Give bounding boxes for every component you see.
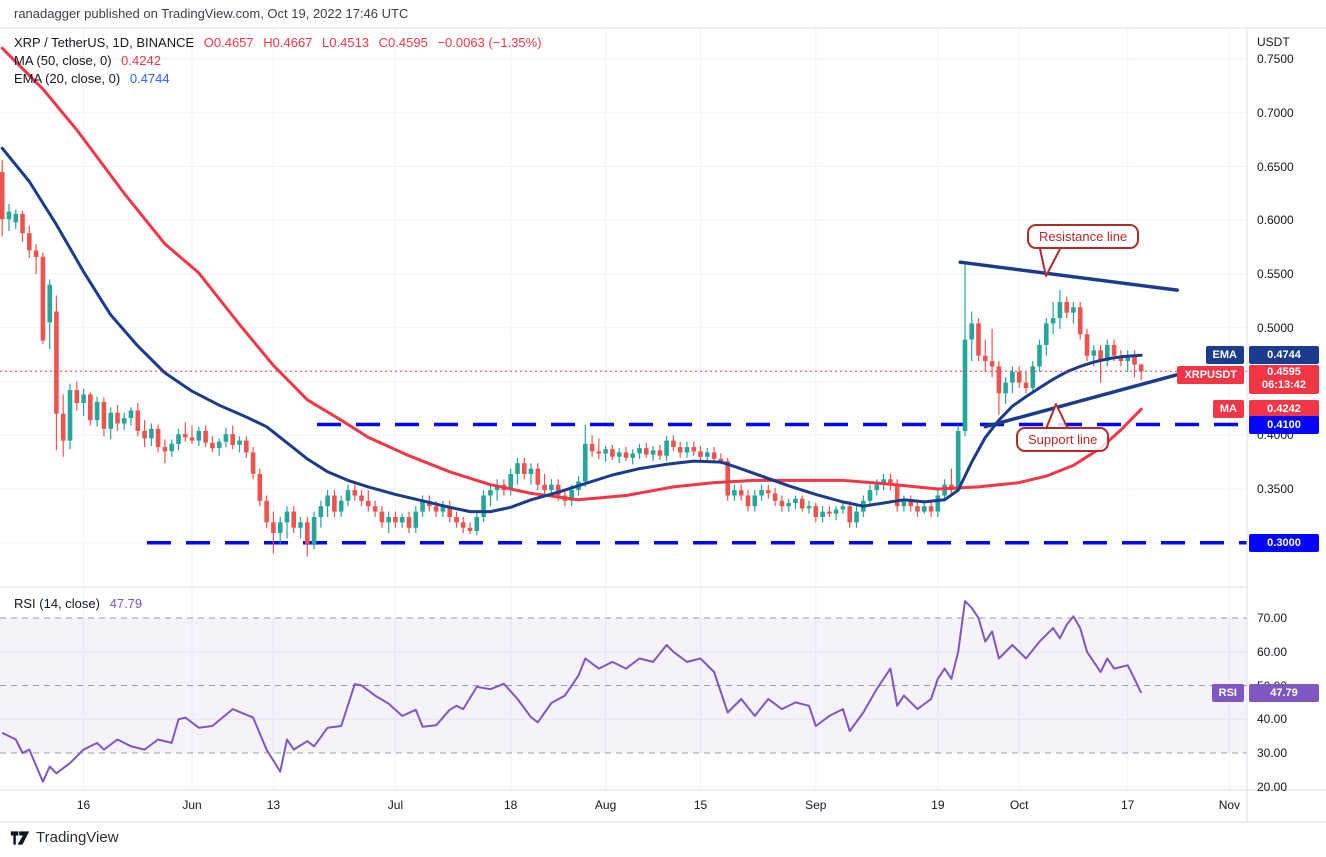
ohlc-low: L0.4513 <box>322 35 370 50</box>
tradingview-logo-text: TradingView <box>36 829 119 846</box>
price-legend: XRP / TetherUS, 1D, BINANCE O0.4657 H0.4… <box>14 34 542 88</box>
ma-legend-row: MA (50, close, 0) 0.4242 <box>14 52 542 70</box>
publisher-text: ranadagger published on TradingView.com,… <box>14 6 409 21</box>
ma-value: 0.4242 <box>121 53 161 68</box>
ohlc-open: O0.4657 <box>203 35 254 50</box>
symbol-legend-row: XRP / TetherUS, 1D, BINANCE O0.4657 H0.4… <box>14 34 542 52</box>
tradingview-logo[interactable]: TradingView <box>10 829 119 846</box>
ohlc-high: H0.4667 <box>263 35 313 50</box>
ma-label: MA (50, close, 0) <box>14 53 112 68</box>
ema-price-tag: 0.4744 <box>1249 346 1319 364</box>
rsi-axis-chip: RSI <box>1211 684 1244 702</box>
last-price-tag: 0.4595 06:13:42 <box>1249 365 1319 394</box>
ema-legend-row: EMA (20, close, 0) 0.4744 <box>14 70 542 88</box>
ma-price-tag: 0.4242 <box>1249 400 1319 418</box>
bar-countdown: 06:13:42 <box>1261 379 1307 391</box>
rsi-legend: RSI (14, close) 47.79 <box>14 596 142 611</box>
upper-level-tag: 0.4100 <box>1249 416 1319 434</box>
ohlc-change: −0.0063 (−1.35%) <box>437 35 542 50</box>
symbol-axis-chip: XRPUSDT <box>1177 366 1244 384</box>
lower-level-tag: 0.3000 <box>1249 534 1319 552</box>
ma-axis-chip: MA <box>1212 400 1244 418</box>
ema-axis-chip: EMA <box>1205 346 1244 364</box>
rsi-value: 47.79 <box>109 596 143 611</box>
ema-value: 0.4744 <box>129 71 170 86</box>
support-callout-text: Support line <box>1028 432 1098 447</box>
ema-label: EMA (20, close, 0) <box>14 71 121 86</box>
last-price-value: 0.4595 <box>1267 366 1301 378</box>
rsi-label: RSI (14, close) <box>14 596 100 611</box>
tradingview-logo-icon <box>10 830 30 846</box>
annotation-resistance-callout[interactable]: Resistance line <box>1027 224 1140 249</box>
ohlc-close: C0.4595 <box>378 35 428 50</box>
rsi-value-tag: 47.79 <box>1249 684 1319 702</box>
publisher-bar: ranadagger published on TradingView.com,… <box>0 0 1326 28</box>
resistance-callout-text: Resistance line <box>1039 229 1128 244</box>
annotation-support-callout[interactable]: Support line <box>1016 427 1110 452</box>
symbol-title: XRP / TetherUS, 1D, BINANCE <box>14 35 195 50</box>
